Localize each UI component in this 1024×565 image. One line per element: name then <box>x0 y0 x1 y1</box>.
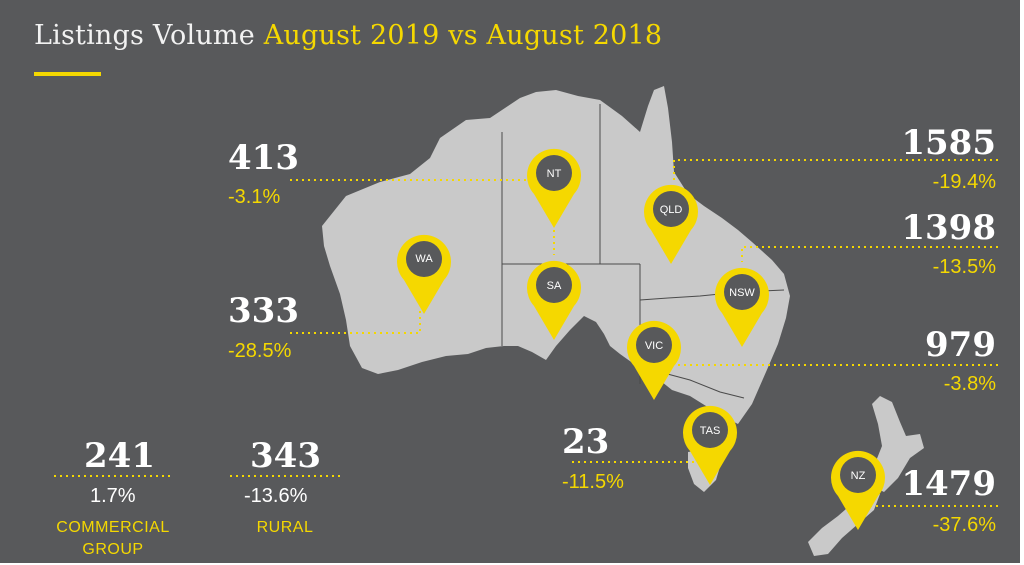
title-underline <box>34 72 101 76</box>
rural-change: -13.6% <box>244 485 308 507</box>
nz-change: -37.6% <box>932 514 996 536</box>
nt-count: 413 <box>228 138 299 178</box>
vic-change: -3.8% <box>943 373 996 395</box>
pin-qld-label: QLD <box>660 204 683 216</box>
commercial-label-line1: COMMERCIAL <box>56 519 170 536</box>
nsw-count: 1398 <box>901 208 996 248</box>
pin-vic-label: VIC <box>645 340 663 352</box>
tas-change: -11.5% <box>562 471 624 493</box>
pin-tas-label: TAS <box>700 425 721 437</box>
commercial-count: 241 <box>84 436 155 476</box>
pin-nz-label: NZ <box>851 470 866 482</box>
pin-nsw-label: NSW <box>729 287 755 299</box>
pin-sa[interactable]: SA <box>527 260 581 340</box>
leader-lines <box>54 159 998 507</box>
qld-count: 1585 <box>901 123 996 163</box>
pin-nt-label: NT <box>547 168 562 180</box>
australia-landmass <box>322 86 790 424</box>
title-main: Listings Volume <box>34 20 255 51</box>
rural-count: 343 <box>250 436 321 476</box>
pin-vic[interactable]: VIC <box>627 320 681 400</box>
pin-tas[interactable]: TAS <box>683 405 737 485</box>
pin-sa-label: SA <box>547 280 562 292</box>
wa-change: -28.5% <box>228 340 292 362</box>
pin-nt[interactable]: NT <box>527 148 581 228</box>
page-title: Listings Volume August 2019 vs August 20… <box>34 20 662 51</box>
wa-count: 333 <box>228 291 299 331</box>
nz-count: 1479 <box>901 464 996 504</box>
pin-nz[interactable]: NZ <box>831 450 885 530</box>
nsw-change: -13.5% <box>932 256 996 278</box>
vic-count: 979 <box>925 325 996 365</box>
pin-wa-label: WA <box>415 253 433 265</box>
pin-wa[interactable]: WA <box>397 234 451 314</box>
commercial-label-line2: GROUP <box>82 541 144 558</box>
pin-nsw[interactable]: NSW <box>715 267 769 347</box>
nt-change: -3.1% <box>228 186 281 208</box>
commercial-change: 1.7% <box>90 485 136 507</box>
qld-change: -19.4% <box>932 171 996 193</box>
commercial-label: COMMERCIAL GROUP <box>48 517 178 561</box>
nz-north-island <box>872 396 924 492</box>
tas-count: 23 <box>562 422 610 462</box>
title-highlight: August 2019 vs August 2018 <box>263 20 663 51</box>
rural-label: RURAL <box>256 519 314 536</box>
pin-qld[interactable]: QLD <box>644 184 698 264</box>
